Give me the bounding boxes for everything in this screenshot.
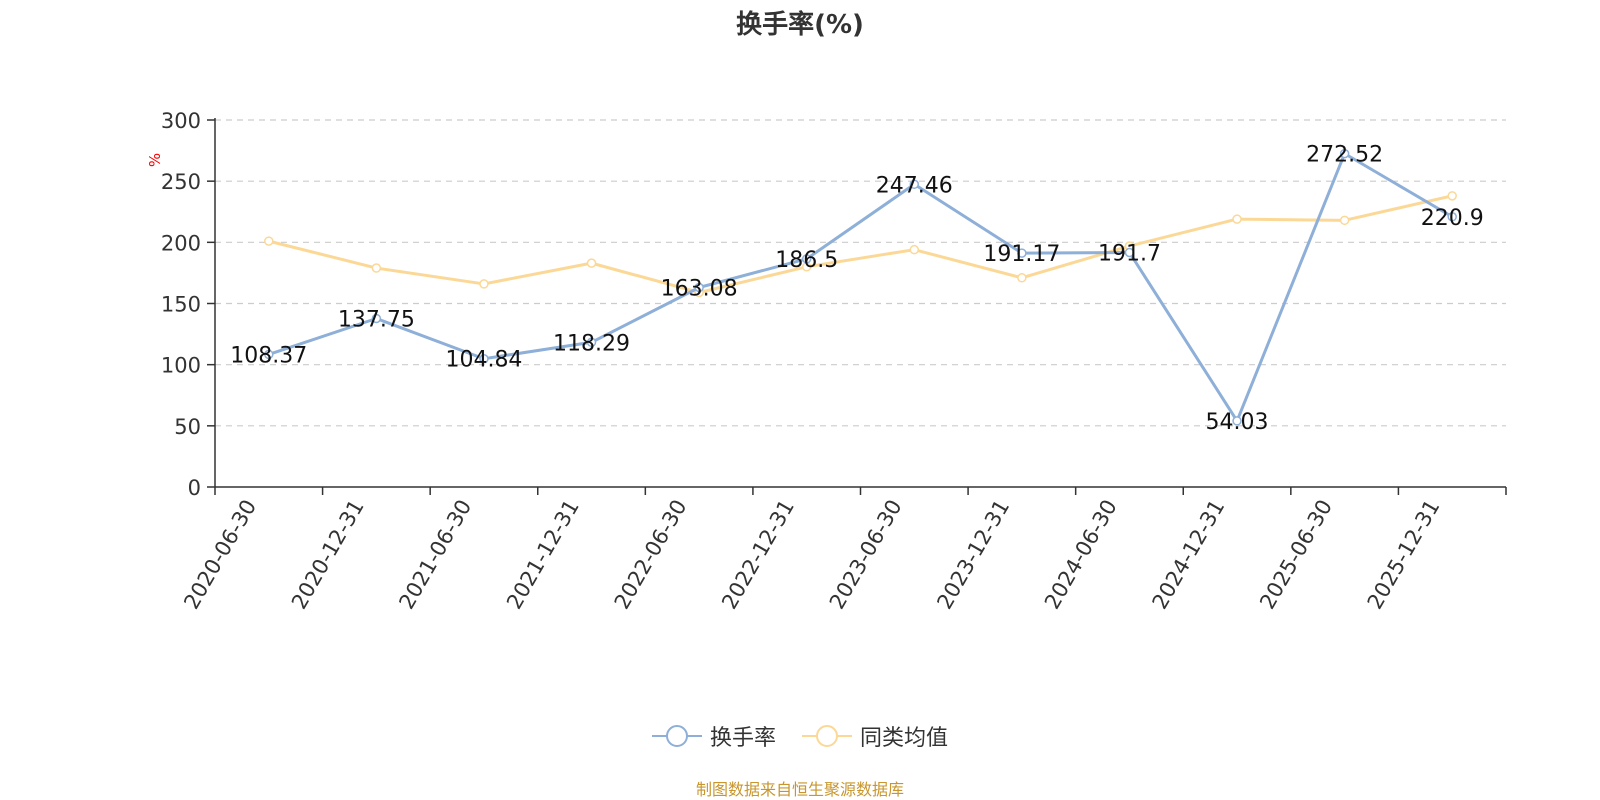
legend-item-peer-average[interactable]: 同类均值: [802, 720, 948, 752]
x-tick-label: 2025-12-31: [1363, 496, 1445, 614]
y-tick-label: 100: [161, 354, 201, 378]
data-point-peer-average: [264, 236, 274, 246]
x-tick-label: 2020-12-31: [287, 496, 369, 614]
data-label-turnover: 54.03: [1206, 410, 1269, 435]
x-tick-label: 2021-12-31: [502, 496, 584, 614]
data-point-turnover: [1339, 148, 1350, 159]
data-point-turnover: [1447, 212, 1457, 222]
data-point-turnover: [1017, 248, 1027, 258]
x-tick-label: 2025-06-30: [1255, 496, 1337, 614]
legend-item-turnover[interactable]: 换手率: [651, 720, 776, 752]
data-point-turnover: [586, 337, 597, 348]
y-tick-label: 0: [188, 476, 201, 500]
source-note: 制图数据来自恒生聚源数据库: [695, 780, 904, 799]
series-line-peer-average: [268, 194, 1453, 294]
legend: 换手率 同类均值: [0, 720, 1600, 752]
y-tick-label: 50: [174, 415, 201, 439]
data-label-turnover: 163.08: [661, 276, 738, 301]
data-label-turnover: 191.17: [983, 242, 1060, 267]
y-tick-label: 200: [161, 231, 201, 255]
data-point-turnover: [694, 282, 704, 293]
data-label-turnover: 118.29: [553, 331, 630, 356]
legend-marker-turnover: [651, 725, 702, 747]
data-labels: 108.37 137.75 104.84 118.29 163.08 186.5 247.4…: [230, 143, 1483, 435]
data-point-peer-average: [1339, 215, 1350, 226]
data-label-turnover: 104.84: [445, 348, 522, 373]
data-point-turnover: [1124, 247, 1135, 258]
legend-label-peer-average: 同类均值: [860, 726, 949, 751]
y-tick-label: 300: [161, 109, 201, 133]
data-point-peer-average: [1017, 273, 1027, 283]
y-tick-label: 250: [161, 170, 201, 194]
data-label-turnover: 220.9: [1421, 206, 1484, 231]
data-point-turnover: [909, 179, 920, 190]
x-tick-label: 2022-12-31: [717, 496, 799, 614]
data-point-peer-average: [909, 244, 920, 255]
data-point-peer-average: [586, 258, 597, 268]
x-tick-label: 2024-12-31: [1148, 496, 1230, 614]
data-label-turnover: 108.37: [230, 343, 307, 368]
data-point-peer-average: [1232, 214, 1242, 224]
data-label-turnover: 272.52: [1306, 143, 1383, 168]
data-point-turnover: [264, 349, 274, 360]
series-line-turnover: [268, 152, 1453, 423]
data-point-peer-average: [1447, 191, 1457, 201]
axes: 0 50 100 150 200 250 300 2020-06-30 2020-12-31 20…: [161, 109, 1507, 614]
x-tick-label: 2023-12-31: [932, 496, 1014, 614]
x-tick-label: 2020-06-30: [179, 496, 261, 614]
data-point-turnover: [371, 313, 382, 324]
y-tick-label: 150: [161, 293, 201, 317]
data-point-peer-average: [371, 263, 382, 273]
legend-marker-peer-average: [802, 725, 852, 747]
data-label-turnover: 186.5: [775, 248, 838, 273]
y-axis-label: %: [146, 153, 164, 167]
data-point-turnover: [479, 353, 489, 364]
data-label-turnover: 247.46: [876, 173, 953, 198]
data-label-turnover: 137.75: [338, 307, 415, 332]
x-tick-label: 2023-06-30: [825, 496, 907, 614]
data-point-turnover: [801, 254, 812, 264]
x-tick-label: 2021-06-30: [394, 496, 476, 614]
series-lines: [264, 148, 1457, 426]
data-point-turnover: [1232, 416, 1242, 426]
x-tick-label: 2024-06-30: [1040, 496, 1122, 614]
data-label-turnover: 191.7: [1098, 241, 1161, 266]
chart-title: 换手率(%): [736, 10, 864, 40]
legend-label-turnover: 换手率: [709, 726, 776, 751]
x-tick-label: 2022-06-30: [610, 496, 692, 614]
data-point-peer-average: [479, 279, 489, 289]
